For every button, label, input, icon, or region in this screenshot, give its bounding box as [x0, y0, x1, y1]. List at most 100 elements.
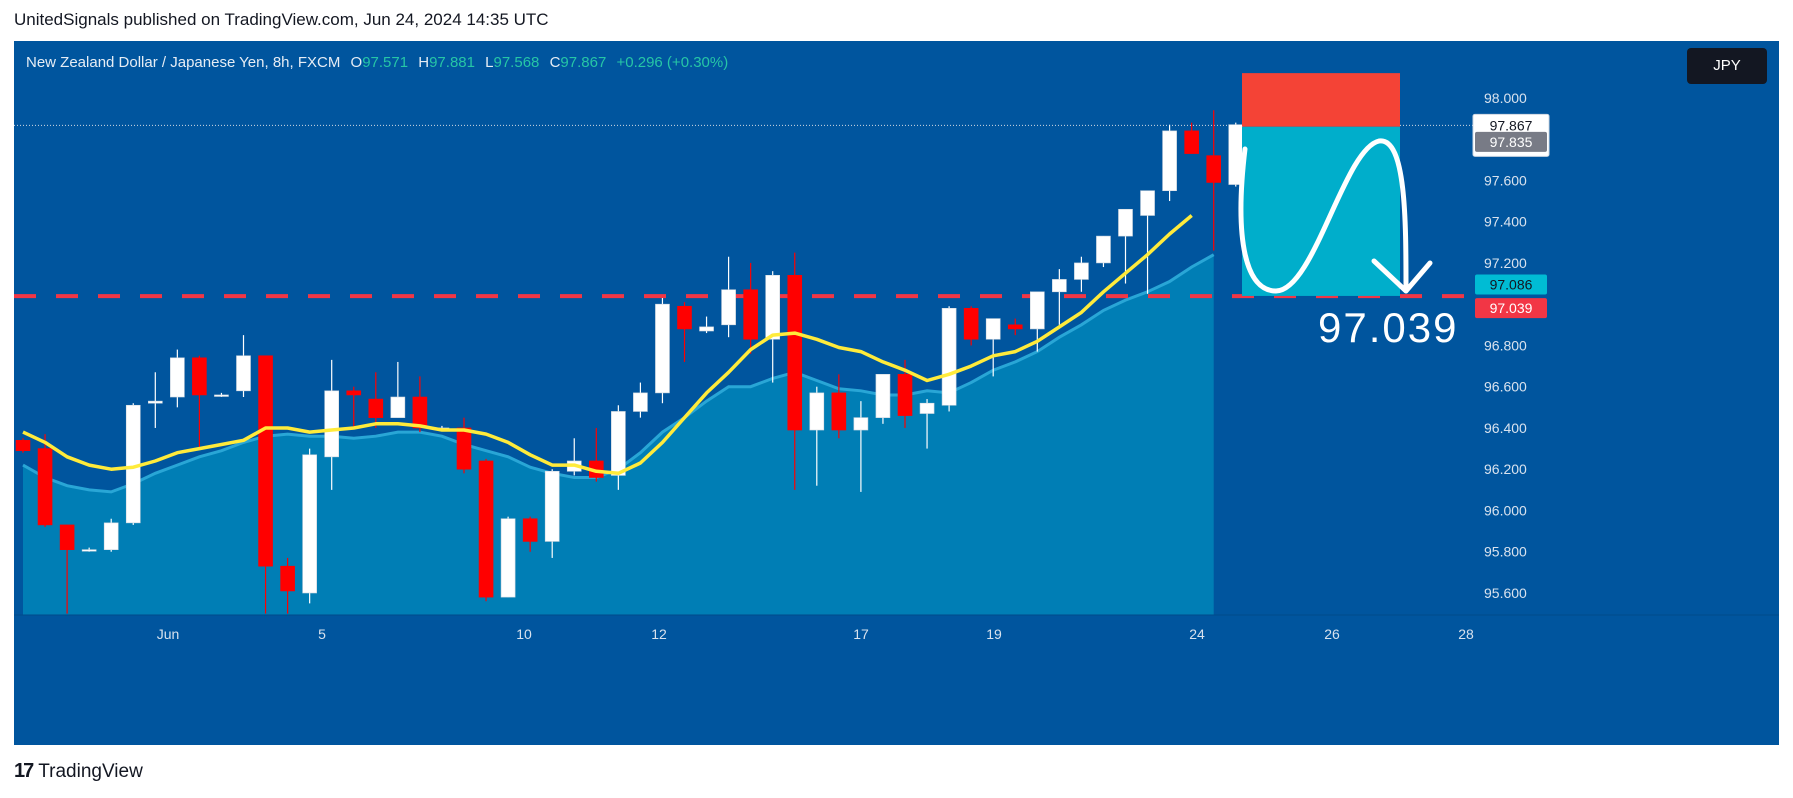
- candle-body: [699, 326, 714, 332]
- y-axis-tick: 96.000: [1484, 502, 1527, 518]
- candle-body: [37, 448, 53, 526]
- y-axis-tick: 96.400: [1484, 420, 1527, 436]
- candle-body: [897, 374, 913, 416]
- take-profit-box: [1242, 126, 1400, 296]
- candle-body: [478, 460, 494, 598]
- candle-body: [81, 549, 97, 552]
- candle-body: [1140, 190, 1155, 216]
- candle-body: [765, 274, 781, 340]
- high-key: H: [418, 54, 430, 71]
- x-axis-tick: 5: [318, 626, 326, 642]
- close-value: 97.867: [560, 54, 607, 71]
- x-axis-tick: 24: [1189, 626, 1205, 642]
- forecast-curve: [1238, 138, 1409, 294]
- candle-body: [1007, 324, 1023, 330]
- candle-body: [963, 308, 979, 340]
- high-value: 97.881: [429, 54, 475, 71]
- candle-body: [1184, 130, 1199, 154]
- low-value: 97.568: [493, 54, 540, 71]
- tradingview-logo-icon: 17: [14, 760, 34, 782]
- currency-button[interactable]: JPY: [1687, 48, 1767, 84]
- candle-body: [324, 390, 340, 458]
- candle-body: [831, 392, 847, 431]
- ma-area-fill: [23, 254, 1214, 615]
- candle-body: [214, 394, 229, 397]
- candle-body: [1206, 155, 1221, 183]
- candle-body: [1118, 208, 1133, 237]
- candle-body: [655, 303, 670, 394]
- candle-body: [346, 390, 362, 396]
- candle-body: [853, 417, 869, 431]
- candle-body: [1052, 279, 1067, 293]
- price-tag-gray-bg: [1475, 131, 1547, 152]
- candle-body: [611, 411, 626, 476]
- publish-header: UnitedSignals published on TradingView.c…: [14, 10, 549, 29]
- candle-body: [787, 274, 803, 431]
- price-tag-gray: 97.835: [1490, 134, 1533, 150]
- price-tag-teal-bg: [1475, 274, 1547, 295]
- candle-body: [1029, 291, 1045, 330]
- price-tag-red-bg: [1475, 298, 1547, 319]
- open-value: 97.571: [362, 54, 409, 71]
- brand-name: TradingView: [38, 760, 143, 782]
- forecast-arrowhead: [1371, 258, 1433, 294]
- candle-body: [941, 308, 957, 406]
- candle-body: [522, 518, 538, 542]
- candle-body: [368, 398, 384, 418]
- x-axis-tick: Jun: [157, 626, 180, 642]
- y-axis-tick: 95.800: [1484, 544, 1527, 560]
- candle-body: [1074, 262, 1089, 280]
- candle-body: [280, 565, 295, 592]
- y-axis-tick: 96.200: [1484, 461, 1527, 477]
- target-level-label: 97.039: [1318, 304, 1458, 351]
- stop-loss-box: [1242, 73, 1400, 127]
- candle-body: [809, 392, 825, 431]
- change-value: +0.296 (+0.30%): [616, 54, 729, 71]
- candle-body: [919, 402, 935, 414]
- x-axis-tick: 12: [651, 626, 667, 642]
- y-axis-tick: 97.600: [1484, 172, 1527, 188]
- x-axis-tick: 19: [986, 626, 1002, 642]
- footer-brand[interactable]: 17 TradingView: [14, 760, 143, 783]
- candle-body: [192, 357, 207, 396]
- candle-body: [302, 454, 317, 594]
- candle-body: [743, 289, 758, 340]
- low-key: L: [485, 54, 494, 71]
- x-axis-tick: 26: [1324, 626, 1340, 642]
- candle-body: [677, 305, 692, 330]
- candle-body: [544, 470, 560, 542]
- open-key: O: [350, 54, 363, 71]
- price-tag-teal: 97.086: [1490, 276, 1533, 292]
- candle-body: [15, 440, 31, 451]
- x-axis-tick: 28: [1458, 626, 1474, 642]
- candle-body: [985, 318, 1001, 340]
- candle-body: [148, 400, 163, 404]
- x-axis-tick: 17: [853, 626, 869, 642]
- candle-body: [390, 396, 406, 418]
- candle-body: [258, 355, 273, 567]
- candle-body: [1162, 130, 1177, 192]
- candle-body: [103, 522, 119, 550]
- price-chart[interactable]: 97.03998.00097.80097.60097.40097.20097.0…: [14, 41, 1779, 745]
- y-axis-tick: 97.400: [1484, 214, 1527, 230]
- y-axis-tick: 96.800: [1484, 337, 1527, 353]
- candle-body: [721, 289, 736, 326]
- symbol-legend: New Zealand Dollar / Japanese Yen, 8h, F…: [26, 54, 728, 71]
- y-axis-tick: 97.200: [1484, 255, 1527, 271]
- close-key: C: [549, 54, 561, 71]
- chart-panel[interactable]: 97.03998.00097.80097.60097.40097.20097.0…: [14, 41, 1779, 745]
- price-tag-red: 97.039: [1490, 300, 1533, 316]
- candle-body: [1096, 235, 1111, 264]
- candle-body: [412, 396, 428, 429]
- symbol-title: New Zealand Dollar / Japanese Yen, 8h, F…: [26, 54, 341, 71]
- candle-body: [500, 518, 516, 598]
- last-price-tag: 97.867: [1490, 117, 1533, 133]
- candle-body: [236, 355, 251, 392]
- x-axis-tick: 10: [516, 626, 532, 642]
- candle-body: [59, 524, 75, 550]
- candle-body: [170, 357, 185, 398]
- y-axis-tick: 95.600: [1484, 585, 1527, 601]
- moving-average-line: [22, 214, 1193, 476]
- y-axis-tick: 96.600: [1484, 379, 1527, 395]
- candle-body: [633, 392, 648, 412]
